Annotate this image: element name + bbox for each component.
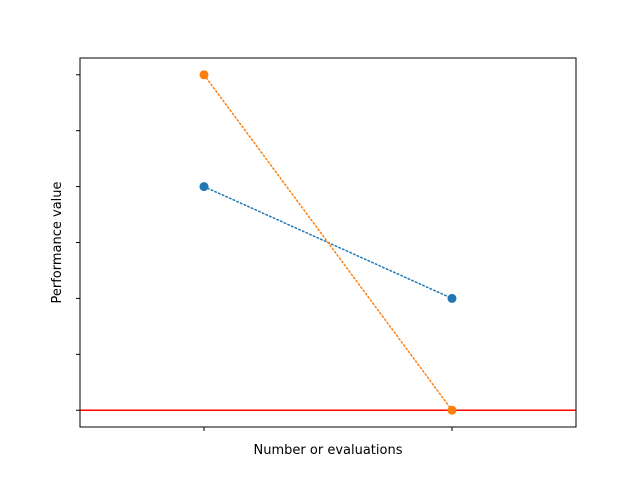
y-axis-label: Performance value bbox=[50, 181, 65, 303]
series-1-line bbox=[203, 74, 453, 411]
series-1-point-1 bbox=[447, 405, 457, 415]
series-1-point-0 bbox=[199, 70, 209, 80]
series-0-point-1 bbox=[447, 293, 457, 303]
axes-frame bbox=[79, 57, 577, 428]
x-axis-label: Number or evaluations bbox=[254, 443, 403, 458]
series-0-point-0 bbox=[199, 182, 209, 192]
